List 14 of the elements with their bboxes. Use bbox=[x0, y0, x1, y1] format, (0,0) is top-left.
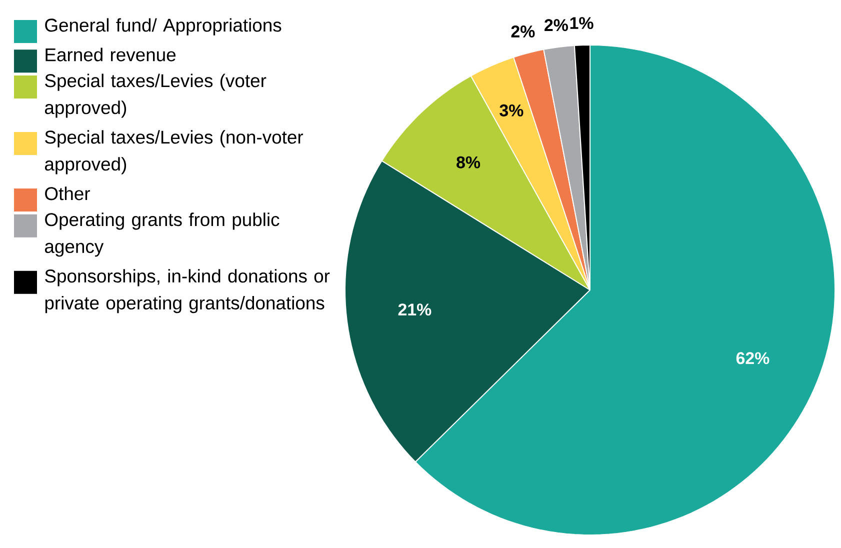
legend-label: Special taxes/Levies (non-voter approved) bbox=[44, 130, 304, 174]
data-label: 1% bbox=[570, 17, 594, 30]
legend-label: Special taxes/Levies (voter approved) bbox=[44, 74, 266, 118]
legend-label: Earned revenue bbox=[46, 48, 176, 62]
legend-label: General fund/ Appropriations bbox=[45, 18, 282, 36]
legend-label: Sponsorships, in-kind donations or private operating grants/donations bbox=[45, 269, 330, 314]
legend-label: Operating grants from public agency bbox=[44, 212, 280, 257]
data-label: 62% bbox=[736, 352, 770, 364]
legend-label: Other bbox=[45, 186, 90, 200]
data-label: 21% bbox=[398, 304, 432, 316]
data-label: 2% bbox=[544, 19, 568, 32]
data-label: 2% bbox=[511, 26, 535, 38]
data-label: 3% bbox=[500, 104, 524, 116]
data-label: 8% bbox=[456, 156, 480, 168]
